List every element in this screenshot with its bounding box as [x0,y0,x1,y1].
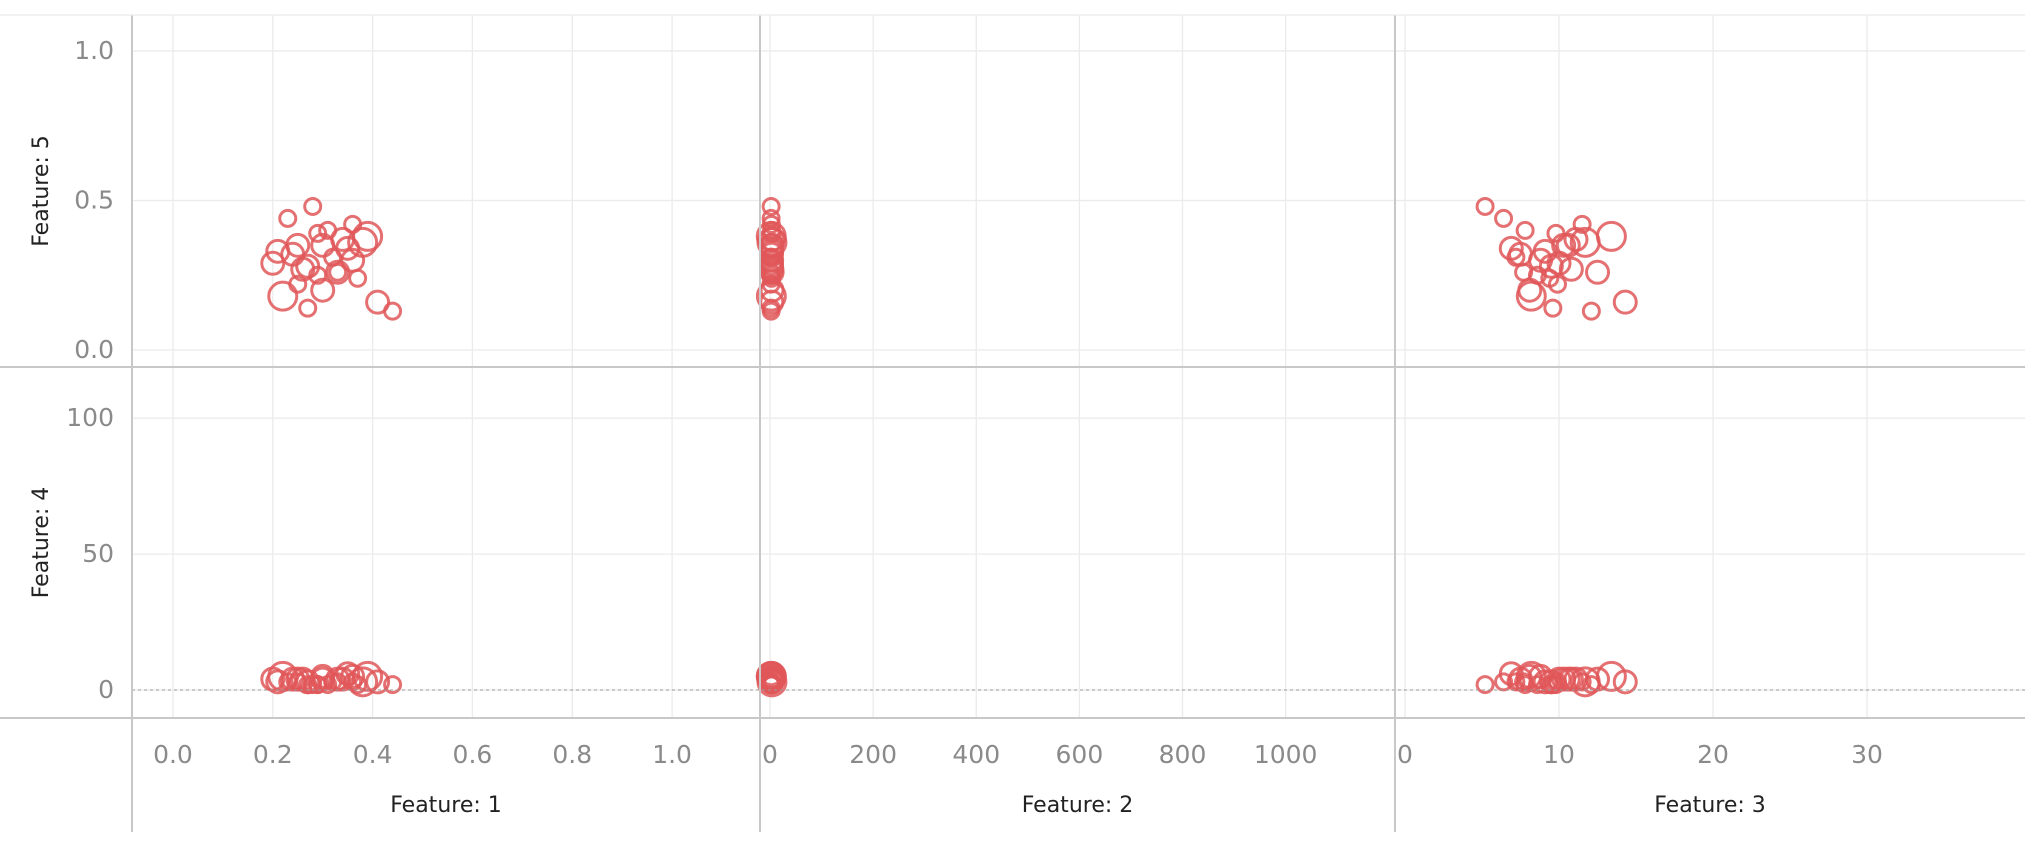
x-tick-label: 1000 [1254,740,1318,769]
data-point[interactable] [1494,672,1514,692]
x-tick-label: 0.0 [153,740,193,769]
x-tick-label: 0 [1397,740,1413,769]
data-point[interactable] [285,666,311,692]
x-axis-title: Feature: 2 [1022,793,1134,818]
x-tick-label: 30 [1851,740,1883,769]
y-axis-title: Feature: 5 [29,135,54,247]
data-point[interactable] [1558,256,1584,282]
data-point[interactable] [348,268,368,288]
data-point[interactable] [1612,289,1638,315]
data-point[interactable] [330,226,356,252]
data-point[interactable] [1506,672,1526,692]
data-point[interactable] [383,675,403,695]
y-tick-label: 50 [82,539,114,568]
data-point[interactable] [1595,220,1627,252]
y-tick-label: 100 [66,403,114,432]
x-tick-label: 0.8 [552,740,592,769]
y-tick-label: 1.0 [74,36,114,65]
data-point[interactable] [343,214,363,234]
data-point[interactable] [1543,298,1563,318]
data-point[interactable] [308,223,328,243]
data-point[interactable] [1572,672,1592,692]
data-point[interactable] [1498,235,1524,261]
data-point[interactable] [1612,669,1638,695]
data-point[interactable] [1581,675,1601,695]
data-point[interactable] [1515,220,1535,240]
data-point[interactable] [267,280,299,312]
data-point[interactable] [352,220,384,252]
x-tick-label: 10 [1543,740,1575,769]
data-point[interactable] [762,675,782,695]
x-tick-label: 600 [1056,740,1104,769]
data-point[interactable] [761,196,781,216]
data-point[interactable] [365,289,391,315]
data-point[interactable] [1506,247,1526,267]
data-point[interactable] [1546,675,1566,695]
data-point[interactable] [260,250,286,276]
data-point[interactable] [762,268,782,288]
data-point[interactable] [308,265,328,285]
x-tick-label: 800 [1159,740,1207,769]
data-point[interactable] [1572,214,1592,234]
y-axis-title: Feature: 4 [29,487,54,599]
data-point[interactable] [1555,232,1581,258]
data-point[interactable] [1581,301,1601,321]
y-tick-label: 0.5 [74,185,114,214]
data-point[interactable] [1546,223,1566,243]
data-point[interactable] [762,223,782,243]
data-point[interactable] [310,277,336,303]
data-point[interactable] [285,232,311,258]
data-point[interactable] [303,196,323,216]
x-tick-label: 0 [762,740,778,769]
x-tick-label: 0.4 [353,740,393,769]
data-point[interactable] [308,675,328,695]
y-tick-label: 0 [98,675,114,704]
x-tick-label: 400 [952,740,1000,769]
x-tick-label: 0.2 [253,740,293,769]
data-point[interactable] [1595,660,1627,692]
x-tick-label: 1.0 [652,740,692,769]
data-point[interactable] [278,208,298,228]
data-point[interactable] [1475,196,1495,216]
x-axis-title: Feature: 3 [1654,793,1766,818]
data-point[interactable] [1475,675,1495,695]
x-tick-label: 200 [849,740,897,769]
data-point[interactable] [1514,262,1534,282]
data-point[interactable] [288,274,308,294]
marks-layer [260,196,1638,698]
x-axis-title: Feature: 1 [390,793,502,818]
data-point[interactable] [1585,259,1611,285]
data-point[interactable] [328,262,348,282]
data-point[interactable] [298,298,318,318]
y-tick-label: 0.0 [74,335,114,364]
x-tick-label: 0.6 [453,740,493,769]
data-point[interactable] [1514,672,1534,692]
x-tick-label: 20 [1697,740,1729,769]
data-point[interactable] [761,262,781,282]
data-point[interactable] [761,214,781,234]
data-point[interactable] [1494,208,1514,228]
data-point[interactable] [365,669,391,695]
